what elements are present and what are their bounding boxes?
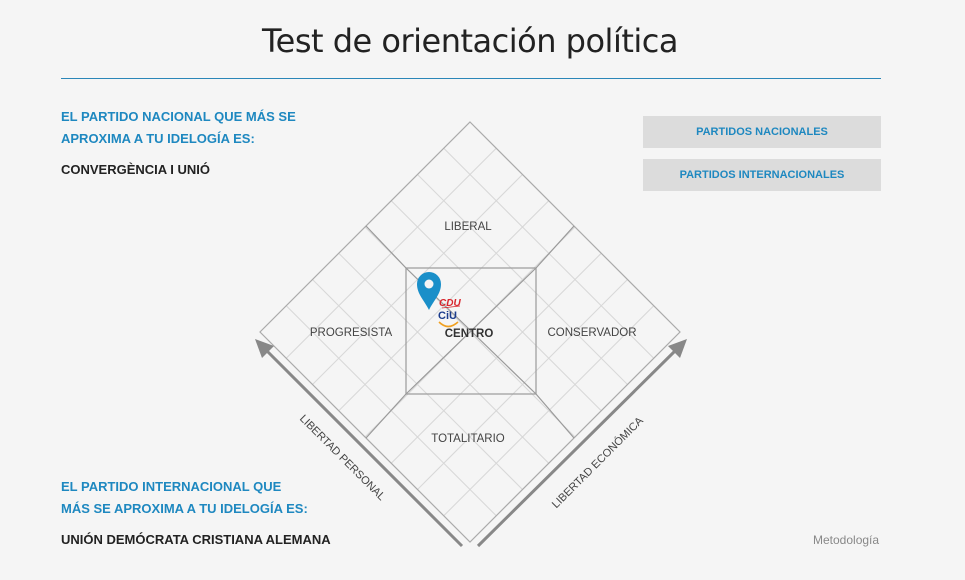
ciu-logo[interactable]: CiU — [438, 310, 459, 328]
cdu-logo[interactable]: CDU — [439, 298, 461, 309]
grid-line — [390, 252, 602, 464]
national-party: CONVERGÈNCIA I UNIÓ — [61, 162, 211, 177]
international-parties-button[interactable]: PARTIDOS INTERNACIONALES — [643, 159, 881, 191]
zone-label-centro: CENTRO — [445, 328, 494, 340]
grid-line — [443, 305, 655, 517]
zone-separator — [365, 393, 407, 439]
zone-separator — [405, 267, 537, 395]
page-title: Test de orientación política — [262, 22, 678, 60]
international-heading-line1: EL PARTIDO INTERNACIONAL QUE — [61, 479, 282, 494]
cdu-logo-text: CDU — [439, 298, 461, 309]
international-heading: EL PARTIDO INTERNACIONAL QUE MÁS SE APRO… — [61, 476, 308, 520]
grid-line — [417, 174, 628, 385]
grid-line — [417, 279, 628, 490]
national-heading-line2: APROXIMA A TU IDELOGÍA ES: — [61, 131, 255, 146]
national-heading-line1: EL PARTIDO NACIONAL QUE MÁS SE — [61, 109, 296, 124]
map-pin-icon — [417, 272, 441, 310]
zone-label-conservador: CONSERVADOR — [547, 327, 636, 339]
zone-separator — [535, 225, 575, 269]
international-heading-line2: MÁS SE APROXIMA A TU IDELOGÍA ES: — [61, 501, 308, 516]
zone-label-liberal: LIBERAL — [444, 221, 492, 233]
centro-zone-border — [405, 267, 537, 395]
personal-axis-arrow — [255, 339, 464, 548]
zone-label-progresista: PROGRESISTA — [310, 327, 393, 339]
zone-separator — [535, 393, 575, 439]
zone-label-totalitario: TOTALITARIO — [431, 433, 505, 445]
economic-axis-arrow — [476, 339, 687, 548]
national-heading: EL PARTIDO NACIONAL QUE MÁS SE APROXIMA … — [61, 106, 296, 150]
international-party: UNIÓN DEMÓCRATA CRISTIANA ALEMANA — [61, 532, 331, 547]
ciu-logo-text: CiU — [438, 310, 457, 322]
zone-separator — [365, 225, 407, 269]
metodologia-link[interactable]: Metodología — [813, 533, 880, 547]
compass-outline — [259, 121, 681, 543]
national-parties-button[interactable]: PARTIDOS NACIONALES — [643, 116, 881, 148]
title-divider — [61, 78, 881, 79]
